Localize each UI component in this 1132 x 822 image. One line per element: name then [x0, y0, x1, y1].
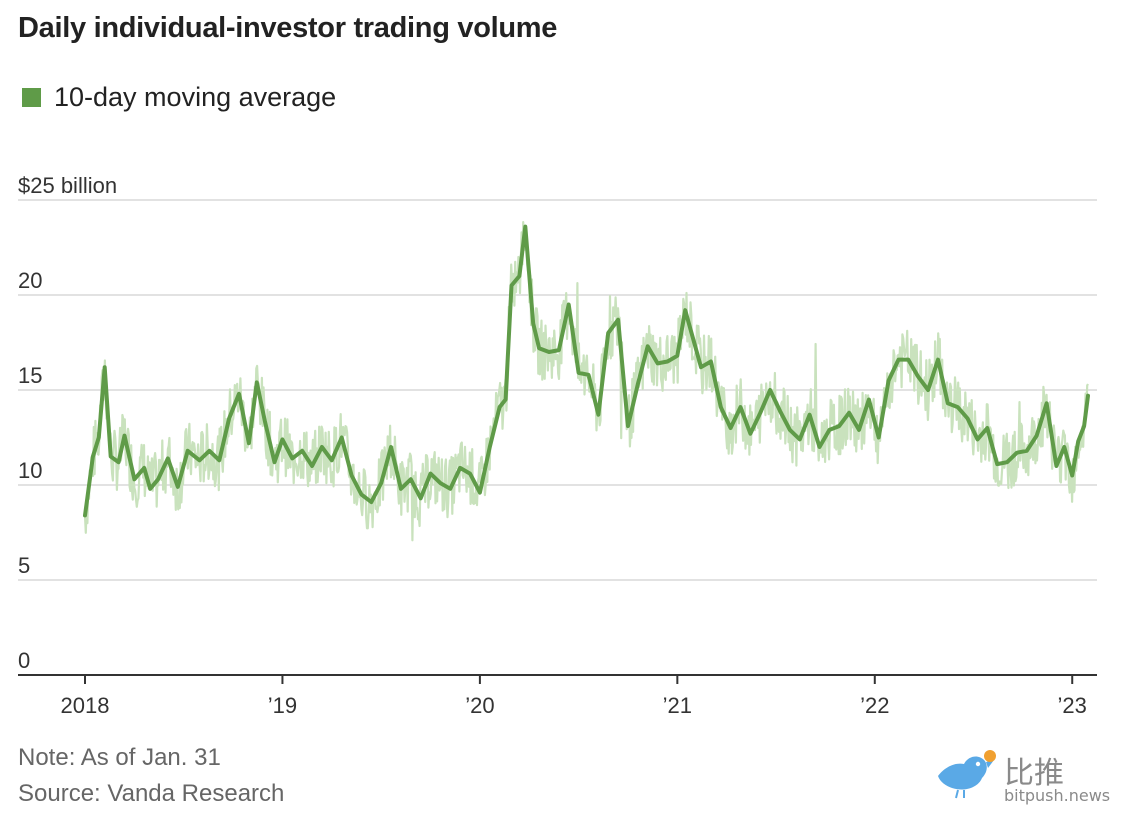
x-tick-label-2019: ’19: [268, 693, 297, 718]
daily-volume-series: [83, 221, 1089, 542]
bird-logo-icon: [938, 750, 996, 799]
gridlines: 0 5 10 15 20 $25 billion: [18, 173, 1097, 673]
moving-average-series: [83, 224, 1090, 518]
legend: 10-day moving average: [22, 82, 336, 113]
source: Source: Vanda Research: [18, 780, 285, 807]
moving-average-line: [83, 224, 1090, 518]
x-tick-label-2023: ’23: [1058, 693, 1087, 718]
legend-swatch: [22, 88, 41, 107]
watermark-url: bitpush.news: [1004, 786, 1111, 805]
x-tick-label-2020: ’20: [465, 693, 494, 718]
daily-volume-line: [83, 221, 1089, 542]
y-tick-label-20: 20: [18, 268, 42, 293]
note: Note: As of Jan. 31: [18, 744, 221, 771]
watermark-chinese: 比推: [1004, 756, 1064, 791]
y-tick-label-0: 0: [18, 648, 30, 673]
x-tick-label-2022: ’22: [860, 693, 889, 718]
x-tick-label-2021: ’21: [663, 693, 692, 718]
axes: 2018 ’19 ’20 ’21 ’22 ’23: [18, 674, 1097, 718]
y-tick-label-25: $25 billion: [18, 173, 117, 198]
y-tick-label-5: 5: [18, 553, 30, 578]
y-tick-label-15: 15: [18, 363, 42, 388]
legend-label: 10-day moving average: [54, 82, 337, 112]
y-tick-label-10: 10: [18, 458, 42, 483]
chart-area: 0 5 10 15 20 $25 billion 2018 ’19 ’20 ’21 ’22 ’23: [18, 173, 1097, 718]
watermark: 比推 bitpush.news: [934, 748, 1124, 808]
x-tick-label-2018: 2018: [61, 693, 110, 718]
chart-title: Daily individual-investor trading volume: [18, 12, 558, 44]
